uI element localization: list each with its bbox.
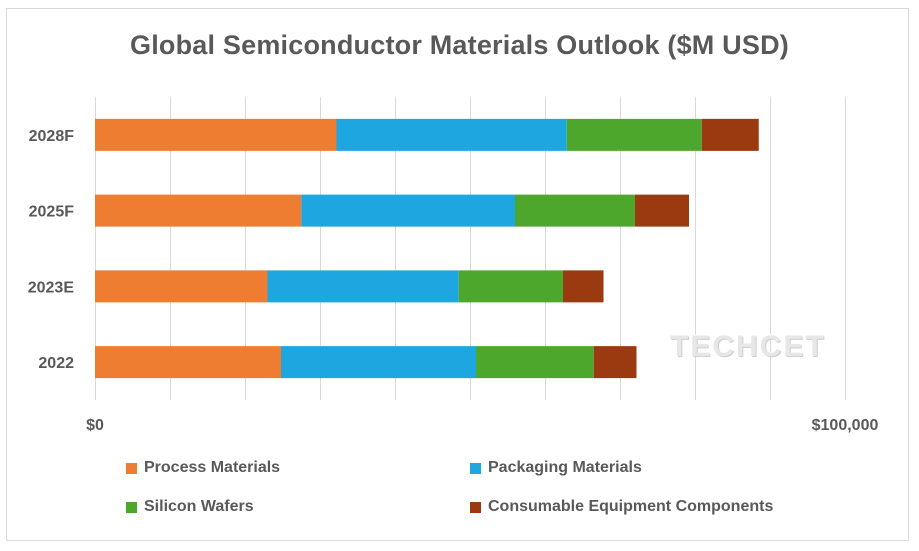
bar-segment <box>95 346 281 379</box>
bar-segment <box>336 118 567 151</box>
y-category-label: 2023E <box>28 279 75 296</box>
y-category-label: 2028F <box>29 128 75 145</box>
bar-segment <box>563 270 604 303</box>
techcet-watermark: TECHCET <box>670 330 826 363</box>
bar-segment <box>458 270 563 303</box>
bar-segment <box>301 194 515 227</box>
bar-segment <box>95 270 268 303</box>
chart-title: Global Semiconductor Materials Outlook (… <box>130 30 789 60</box>
bar-segment <box>95 194 302 227</box>
x-tick-label: $0 <box>86 417 104 434</box>
bar-segment <box>267 270 459 303</box>
y-category-label: 2025F <box>29 204 75 221</box>
bar-segment <box>281 346 476 379</box>
bar-segment <box>95 118 337 151</box>
bar-segment <box>593 346 637 379</box>
x-tick-label: $100,000 <box>812 417 879 434</box>
bar-segment <box>515 194 635 227</box>
bar-segment <box>476 346 594 379</box>
y-category-label: 2022 <box>38 355 74 372</box>
bar-segment <box>566 118 702 151</box>
bar-segment <box>635 194 689 227</box>
bar-segment <box>701 118 759 151</box>
